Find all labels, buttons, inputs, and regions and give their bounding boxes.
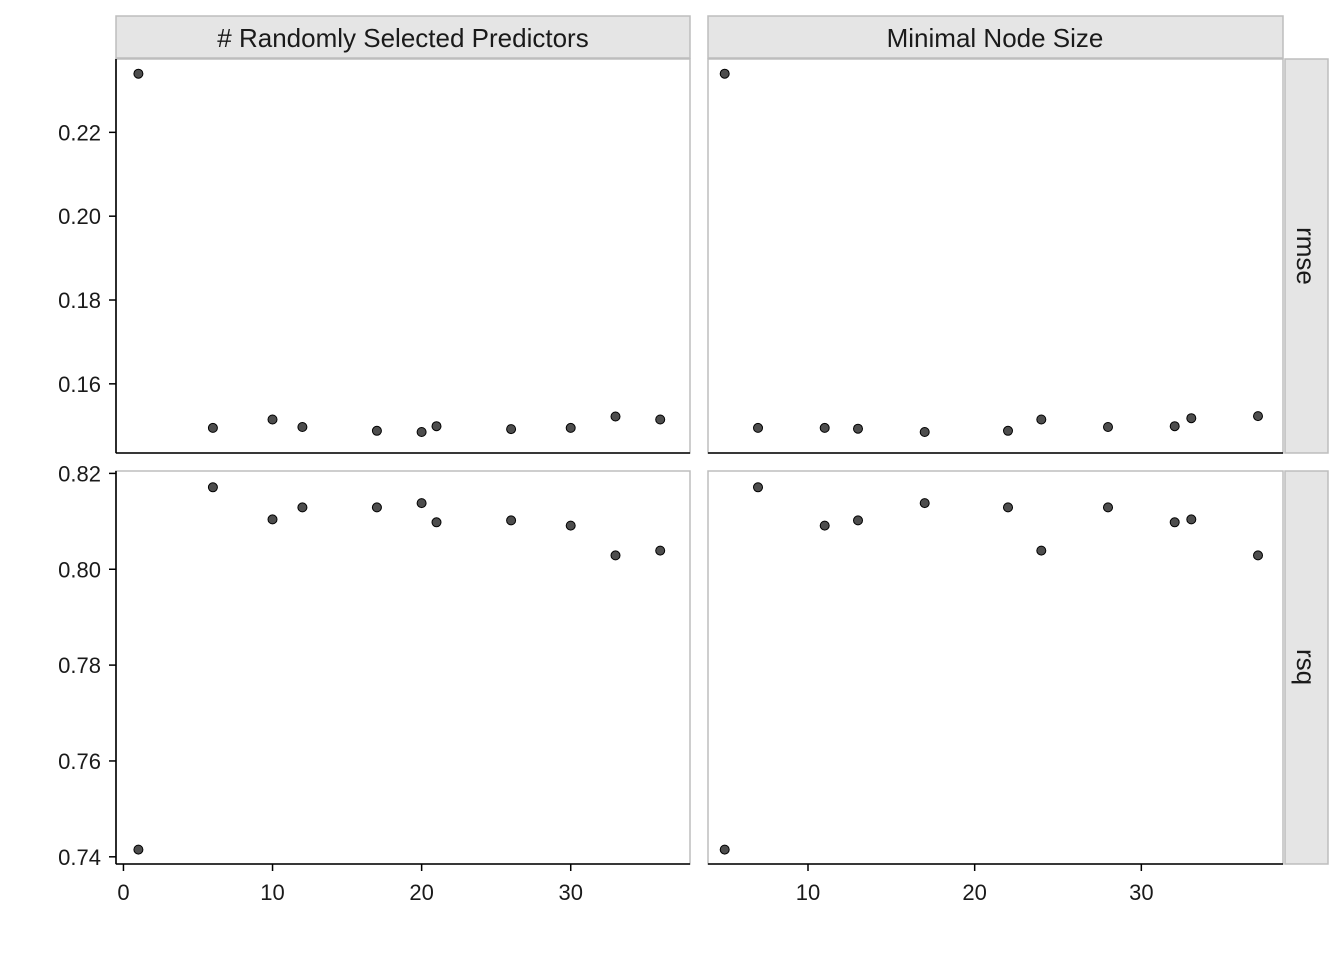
data-point (207, 422, 218, 433)
y-tick-label: 0.22 (58, 120, 101, 145)
y-tick-label: 0.76 (58, 749, 101, 774)
column-strip-1-label: # Randomly Selected Predictors (217, 23, 588, 53)
data-point (207, 482, 218, 493)
x-tick-label: 20 (962, 880, 986, 905)
column-strip-2-label: Minimal Node Size (887, 23, 1104, 53)
data-point (371, 425, 382, 436)
data-point (1036, 414, 1047, 425)
data-point (919, 427, 930, 437)
x-tick-label: 10 (796, 880, 820, 905)
x-tick-label: 0 (117, 880, 129, 905)
data-point (297, 502, 308, 513)
data-point (506, 424, 517, 435)
row-strip-rsq: rsq (1284, 470, 1329, 865)
data-point (416, 498, 427, 509)
data-point (133, 68, 144, 79)
data-point (819, 422, 830, 433)
panel-predictors-rsq (115, 470, 691, 865)
column-strip-2: Minimal Node Size (707, 15, 1284, 59)
y-tick-label: 0.18 (58, 288, 101, 313)
data-point (719, 68, 730, 79)
column-strip-1: # Randomly Selected Predictors (115, 15, 691, 59)
data-point (610, 411, 621, 422)
x-tick-label: 30 (558, 880, 582, 905)
row-strip-rmse-label: rmse (1291, 227, 1321, 285)
data-point (267, 514, 278, 525)
data-point (371, 502, 382, 513)
data-point (853, 423, 863, 434)
data-point (753, 482, 763, 493)
y-tick-label: 0.16 (58, 372, 101, 397)
panel-predictors-rmse (115, 58, 691, 454)
x-tick-label: 20 (409, 880, 433, 905)
data-point (719, 844, 730, 855)
data-point (1186, 514, 1197, 525)
data-point (1003, 425, 1013, 436)
y-tick-label: 0.78 (58, 653, 101, 678)
axis-ticks: 0.16 0.18 0.20 0.22 0.74 0.76 0.78 0.80 0.82 0 10 2… (58, 120, 1153, 905)
row-strip-rsq-label: rsq (1291, 649, 1321, 685)
data-point (506, 515, 517, 526)
data-point (655, 545, 666, 556)
data-point (565, 422, 576, 433)
x-tick-label: 30 (1129, 880, 1153, 905)
data-point (1036, 545, 1047, 556)
data-point (1253, 550, 1263, 561)
data-point (1169, 517, 1180, 528)
y-tick-label: 0.80 (58, 557, 101, 582)
data-point (1003, 502, 1013, 513)
data-points (133, 68, 1263, 855)
y-tick-label: 0.20 (58, 204, 101, 229)
data-point (431, 421, 442, 432)
data-point (297, 422, 308, 432)
data-point (1169, 421, 1180, 432)
row-strip-rmse: rmse (1284, 58, 1329, 454)
panel-nodesize-rmse (707, 58, 1284, 454)
data-point (919, 498, 930, 509)
data-point (1103, 422, 1113, 432)
data-point (853, 515, 863, 526)
panel-nodesize-rsq (707, 470, 1284, 865)
data-point (610, 550, 621, 561)
data-point (1253, 411, 1263, 422)
data-point (416, 427, 427, 437)
data-point (267, 414, 278, 425)
data-point (819, 520, 830, 531)
data-point (431, 517, 442, 528)
data-point (565, 520, 576, 531)
data-point (655, 414, 666, 425)
data-point (753, 422, 763, 433)
data-point (1186, 413, 1197, 424)
data-point (133, 844, 144, 855)
y-tick-label: 0.74 (58, 845, 101, 870)
data-point (1103, 502, 1113, 513)
y-tick-label: 0.82 (58, 461, 101, 486)
x-tick-label: 10 (260, 880, 284, 905)
